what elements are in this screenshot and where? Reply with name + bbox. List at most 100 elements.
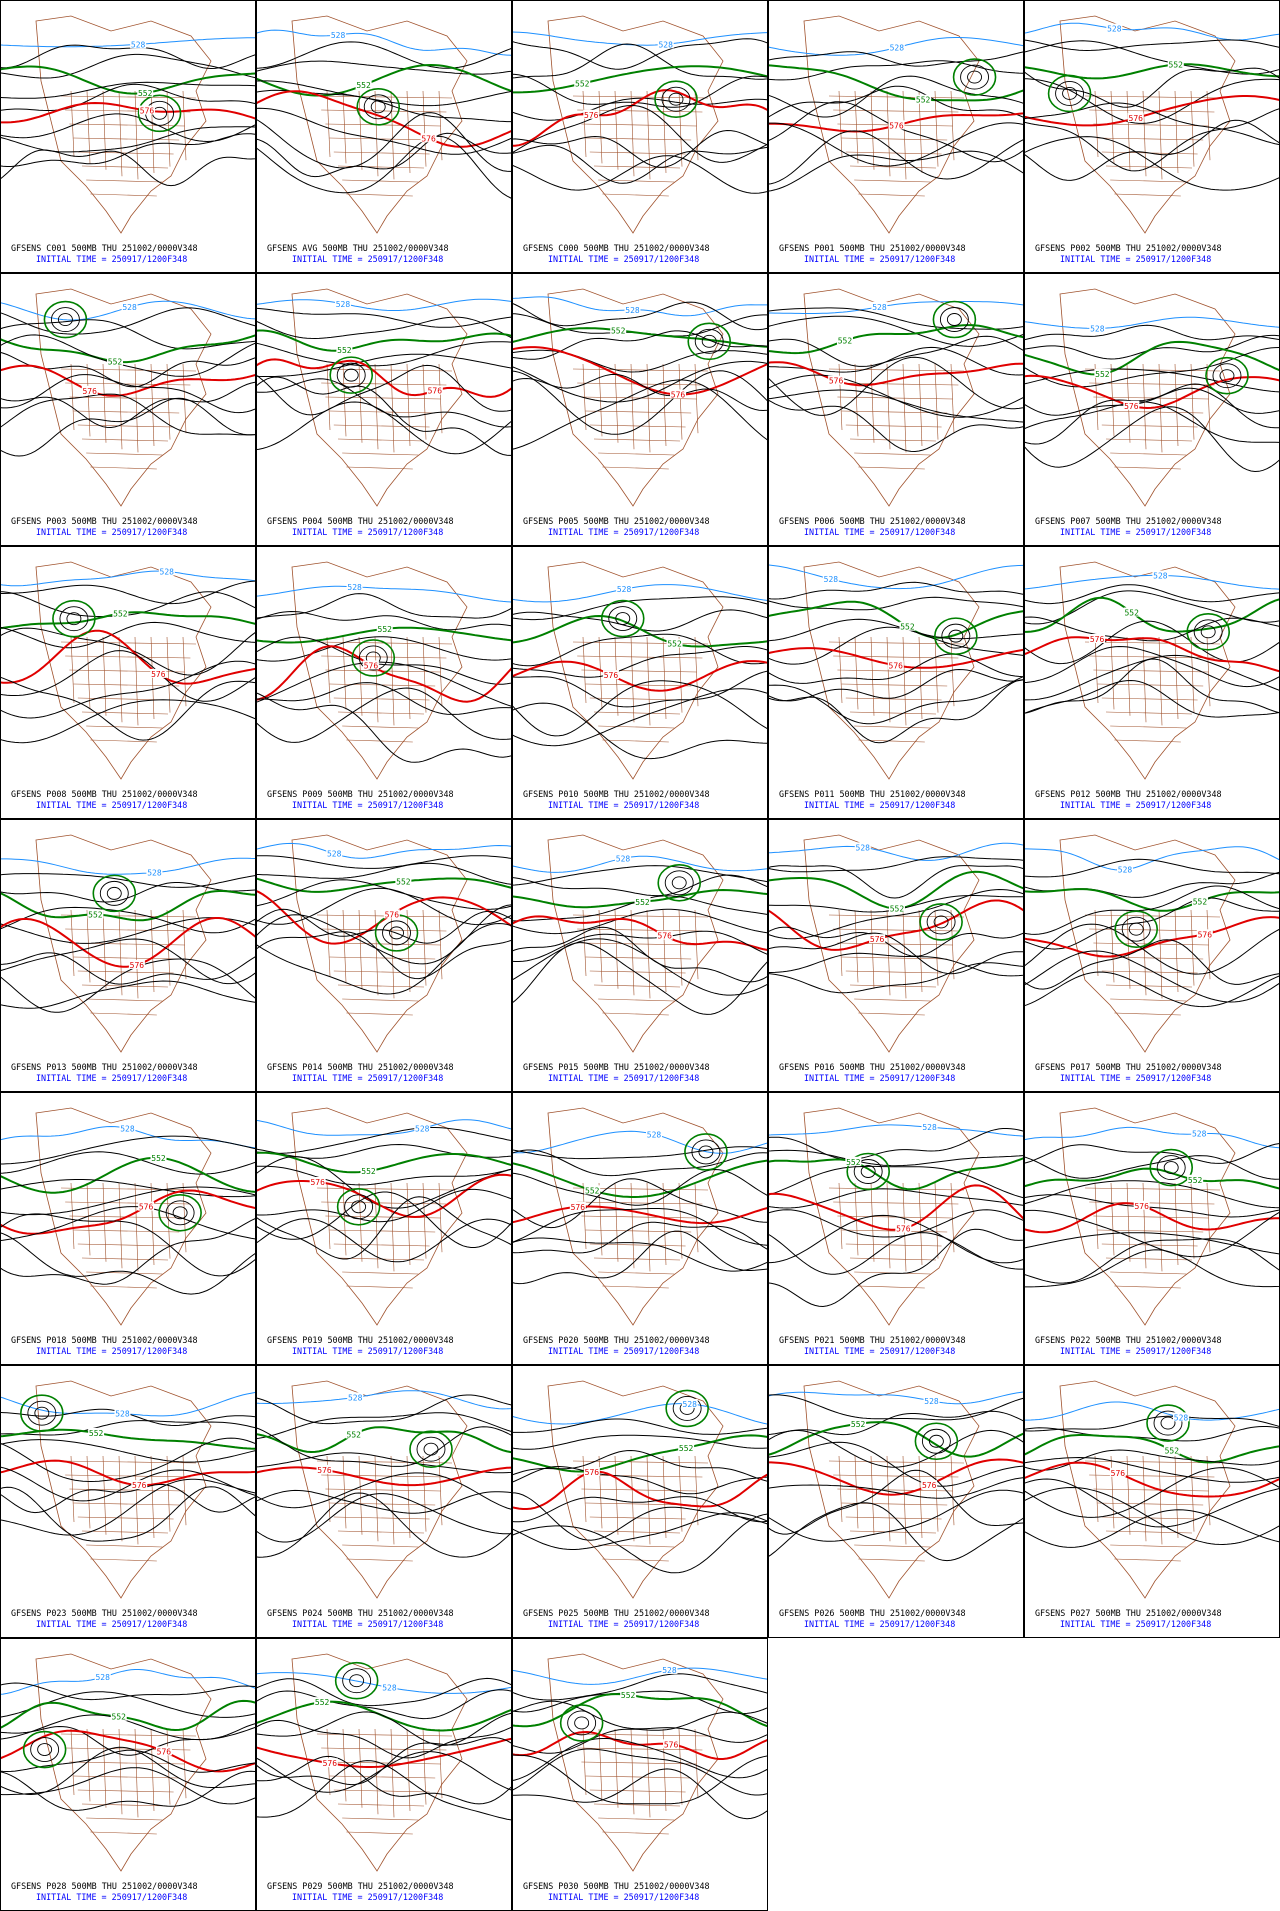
- contour: [769, 932, 1023, 975]
- closed-contour: [358, 645, 388, 671]
- state-border: [70, 363, 75, 431]
- contour-label: 528: [331, 31, 346, 40]
- contour: [513, 660, 767, 692]
- state-border: [406, 1728, 411, 1812]
- contour: [769, 85, 1023, 118]
- panel-init-time: INITIAL TIME = 250917/1200F348: [36, 527, 187, 537]
- map: 528 552 576 GFSENS P021 500MB THU 251002/00…: [769, 1107, 1023, 1364]
- state-border: [845, 970, 942, 974]
- closed-contour: [665, 1389, 709, 1428]
- state-border: [342, 452, 419, 456]
- contour: [513, 1146, 767, 1160]
- label-bg: [414, 1123, 431, 1133]
- contour: [513, 89, 767, 147]
- contour: [513, 346, 767, 396]
- contour: [769, 899, 1023, 951]
- state-border: [118, 1182, 123, 1269]
- contour: [769, 1232, 1023, 1275]
- contour: [513, 688, 767, 747]
- contour-label: 576: [1124, 402, 1139, 411]
- contour-label: 576: [604, 671, 619, 680]
- coastline: [803, 1107, 980, 1326]
- label-bg: [107, 356, 124, 366]
- label-bg: [1187, 1174, 1204, 1184]
- contour: [513, 1149, 767, 1177]
- state-border: [1174, 636, 1179, 720]
- ensemble-panel: 528 552 576 GFSENS P025 500MB THU 251002/00…: [512, 1365, 768, 1638]
- state-border: [65, 1474, 191, 1478]
- state-border: [828, 95, 965, 99]
- closed-contour: [344, 1194, 374, 1220]
- state-border: [321, 655, 447, 659]
- panel-header: GFSENS P015 500MB THU 251002/0000V348: [523, 1062, 710, 1072]
- caption-bg: [513, 1875, 767, 1910]
- contour: [1025, 1209, 1279, 1258]
- contour: [1, 890, 255, 922]
- contour: [513, 327, 767, 348]
- caption-bg: [1025, 510, 1279, 545]
- contour: [257, 1751, 511, 1793]
- contour: [257, 1489, 511, 1514]
- state-border: [602, 1831, 669, 1835]
- contour-label: 552: [679, 1444, 694, 1453]
- state-border: [1142, 363, 1147, 450]
- ensemble-panel: 528 552 576 GFSENS P021 500MB THU 251002/00…: [768, 1092, 1024, 1365]
- state-border: [60, 1733, 197, 1737]
- state-border: [326, 363, 331, 431]
- label-bg: [128, 959, 145, 969]
- contour: [1, 1767, 255, 1805]
- map: 528 552 576 GFSENS P023 500MB THU 251002/00…: [1, 1380, 255, 1637]
- contour: [1025, 1155, 1279, 1180]
- contour-label: 576: [428, 387, 443, 396]
- state-border: [73, 410, 180, 414]
- contour: [513, 370, 767, 435]
- state-border: [694, 363, 699, 434]
- state-border: [325, 1488, 441, 1492]
- ensemble-panel: 528 552 576 GFSENS P006 500MB THU 251002/00…: [768, 273, 1024, 546]
- contour: [769, 1410, 1023, 1436]
- coastline: [803, 15, 980, 234]
- state-border: [602, 1012, 669, 1016]
- closed-contour: [1200, 625, 1216, 639]
- state-border: [438, 90, 443, 161]
- state-border: [585, 137, 692, 141]
- contour: [513, 1205, 767, 1225]
- caption-bg: [769, 1056, 1023, 1091]
- label-bg: [1191, 1128, 1208, 1138]
- state-border: [845, 697, 942, 701]
- state-border: [70, 90, 75, 158]
- contour: [513, 1221, 767, 1254]
- closed-contour: [27, 1400, 57, 1426]
- contour-label: 576: [82, 387, 97, 396]
- contour: [1025, 846, 1279, 871]
- contour-label: 528: [160, 568, 175, 577]
- contour-label: 528: [658, 40, 673, 49]
- state-border: [86, 90, 91, 164]
- contour: [1025, 1401, 1279, 1421]
- state-border: [1094, 90, 1099, 158]
- closed-contour: [1149, 1148, 1194, 1187]
- contour: [513, 1690, 767, 1715]
- state-border: [589, 970, 686, 974]
- contour: [257, 931, 511, 980]
- contour-label: 576: [1134, 1202, 1149, 1211]
- closed-contour: [600, 599, 645, 638]
- closed-contour: [919, 903, 963, 941]
- contour: [1025, 1238, 1279, 1284]
- state-border: [102, 909, 107, 989]
- panel-init-time: INITIAL TIME = 250917/1200F348: [292, 1346, 443, 1356]
- state-border: [406, 1455, 411, 1539]
- state-border: [630, 1728, 635, 1815]
- closed-contour: [1193, 619, 1223, 645]
- closed-contour: [691, 1139, 721, 1165]
- state-border: [346, 466, 413, 470]
- contour: [769, 962, 1023, 994]
- closed-contour: [351, 639, 396, 677]
- contour: [1, 37, 255, 48]
- contour: [257, 1127, 511, 1154]
- closed-contour: [672, 1395, 702, 1421]
- contour-label: 576: [922, 1481, 937, 1490]
- contour: [769, 1502, 1023, 1562]
- closed-contour: [57, 313, 73, 327]
- label-bg: [360, 1166, 377, 1176]
